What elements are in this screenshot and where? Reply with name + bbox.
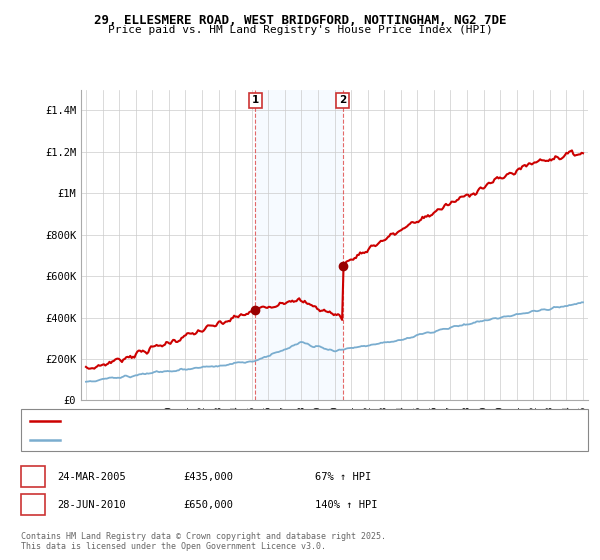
Text: £650,000: £650,000 [183,500,233,510]
Text: 1: 1 [252,95,259,105]
Text: 2: 2 [339,95,346,105]
Text: 29, ELLESMERE ROAD, WEST BRIDGFORD, NOTTINGHAM, NG2 7DE: 29, ELLESMERE ROAD, WEST BRIDGFORD, NOTT… [94,14,506,27]
Text: 24-MAR-2005: 24-MAR-2005 [57,472,126,482]
Text: Price paid vs. HM Land Registry's House Price Index (HPI): Price paid vs. HM Land Registry's House … [107,25,493,35]
Text: £435,000: £435,000 [183,472,233,482]
Text: 29, ELLESMERE ROAD, WEST BRIDGFORD, NOTTINGHAM, NG2 7DE (detached house): 29, ELLESMERE ROAD, WEST BRIDGFORD, NOTT… [66,416,480,425]
Text: 67% ↑ HPI: 67% ↑ HPI [315,472,371,482]
Text: 1: 1 [29,472,37,482]
Text: HPI: Average price, detached house, Rushcliffe: HPI: Average price, detached house, Rush… [66,435,331,444]
Text: 28-JUN-2010: 28-JUN-2010 [57,500,126,510]
Text: Contains HM Land Registry data © Crown copyright and database right 2025.
This d: Contains HM Land Registry data © Crown c… [21,532,386,552]
Text: 2: 2 [29,500,37,510]
Text: 140% ↑ HPI: 140% ↑ HPI [315,500,377,510]
Bar [256,90,343,400]
